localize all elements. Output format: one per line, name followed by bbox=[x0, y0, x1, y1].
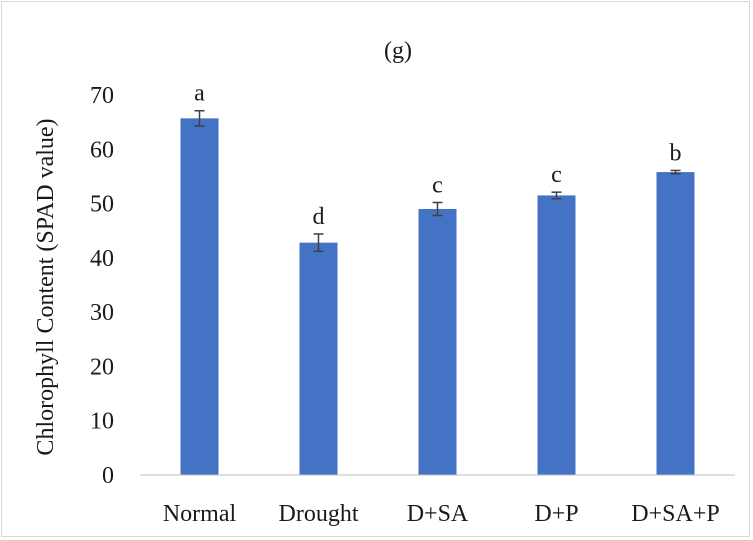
significance-letter: d bbox=[313, 204, 325, 230]
x-tick-label: D+P bbox=[534, 501, 578, 527]
y-axis-label: Chlorophyll Content (SPAD value) bbox=[33, 118, 59, 455]
bar bbox=[418, 209, 457, 475]
y-tick-label: 30 bbox=[90, 300, 114, 326]
y-axis-ticks: 0 10 20 30 40 50 60 70 bbox=[90, 83, 114, 489]
error-bars bbox=[194, 109, 681, 253]
x-axis-ticks: Normal Drought D+SA D+P D+SA+P bbox=[163, 501, 720, 527]
x-tick-label: D+SA+P bbox=[631, 501, 719, 527]
bar bbox=[299, 242, 338, 475]
bar bbox=[656, 172, 695, 476]
bar bbox=[537, 195, 576, 475]
x-tick-label: Normal bbox=[163, 501, 237, 527]
y-tick-label: 70 bbox=[90, 83, 114, 109]
error-bar bbox=[194, 109, 205, 127]
significance-letters: a d c c b bbox=[194, 81, 681, 230]
x-tick-label: Drought bbox=[279, 501, 359, 527]
y-tick-label: 50 bbox=[90, 192, 114, 218]
bar bbox=[180, 118, 219, 475]
y-tick-label: 0 bbox=[102, 463, 114, 489]
bars bbox=[180, 118, 695, 476]
y-tick-label: 40 bbox=[90, 246, 114, 272]
error-bar bbox=[551, 191, 562, 200]
x-tick-label: D+SA bbox=[407, 501, 469, 527]
y-tick-label: 60 bbox=[90, 137, 114, 163]
significance-letter: c bbox=[432, 172, 443, 198]
error-bar bbox=[313, 233, 324, 253]
significance-letter: b bbox=[670, 140, 682, 166]
error-bar bbox=[670, 169, 681, 175]
y-tick-label: 20 bbox=[90, 354, 114, 380]
chart-title: (g) bbox=[384, 38, 412, 64]
significance-letter: a bbox=[194, 81, 205, 107]
error-bar bbox=[432, 201, 443, 217]
significance-letter: c bbox=[551, 162, 562, 188]
y-tick-label: 10 bbox=[90, 409, 114, 435]
